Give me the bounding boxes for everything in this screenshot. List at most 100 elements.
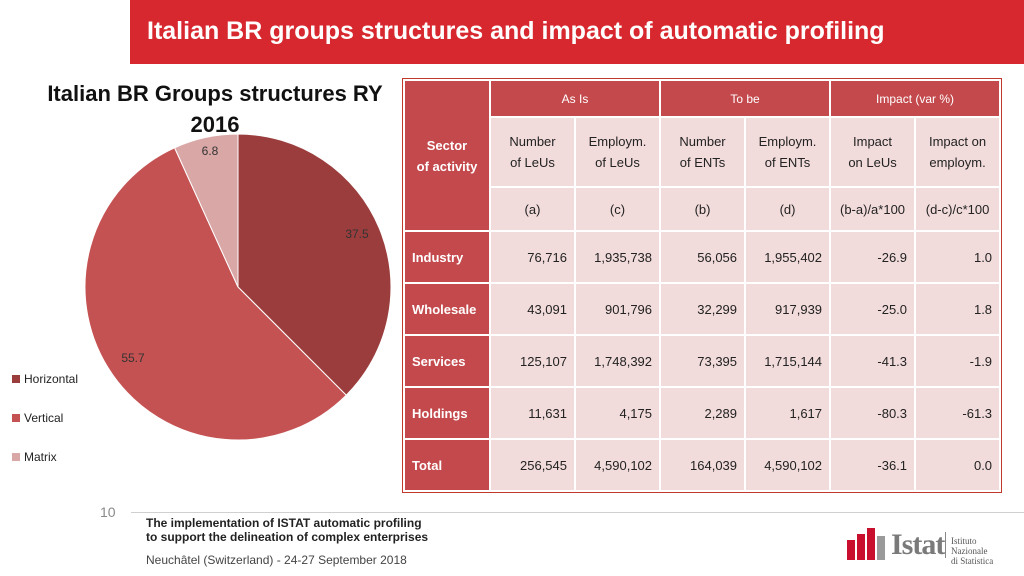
table-cell: 4,175 [573, 386, 662, 440]
pie-label-vertical: 55.7 [121, 351, 145, 365]
footer-event: Neuchâtel (Switzerland) - 24-27 Septembe… [146, 553, 407, 567]
legend-swatch-matrix [12, 453, 20, 461]
table-cell: 1,617 [744, 386, 832, 440]
legend-item-matrix: Matrix [12, 450, 57, 464]
table-cell: 164,039 [659, 438, 747, 492]
table-cell: 56,056 [659, 230, 747, 284]
table-column-header-row: Number of LeUs Employm. of LeUs Number of E… [404, 116, 1002, 188]
column-header: Employm. of LeUs [573, 116, 662, 188]
sector-header-cell: Sector of activity [403, 79, 491, 232]
pie-slice-matrix [173, 133, 239, 288]
footer-title-line-1: The implementation of ISTAT automatic pr… [146, 516, 422, 530]
row-sector-label: Total [403, 438, 491, 492]
table-row-total: Total 256,545 4,590,102 164,039 4,590,10… [403, 438, 1002, 492]
footer-divider [131, 512, 1024, 513]
row-sector-label: Wholesale [403, 282, 491, 336]
table-row: Wholesale 43,091 901,796 32,299 917,939 … [403, 282, 1002, 336]
table-row: Services 125,107 1,748,392 73,395 1,715,… [403, 334, 1002, 388]
column-header-line: Employm. [758, 134, 817, 149]
istat-logo: Istat Istituto Nazionale di Statistica [845, 528, 1015, 566]
column-header-line: Number [679, 134, 726, 149]
table-cell: 73,395 [659, 334, 747, 388]
table-cell: -61.3 [914, 386, 1002, 440]
table-column-code-row: (a) (c) (b) (d) (b-a)/a*100 (d-c)/c*100 [404, 186, 1002, 232]
table-cell: 125,107 [489, 334, 576, 388]
legend-swatch-horizontal [12, 375, 20, 383]
page-number: 10 [100, 504, 116, 520]
table-group-header-row: Sector of activity As Is To be Impact (v… [403, 79, 1002, 232]
pie-label-matrix: 6.8 [202, 144, 219, 158]
logo-subtitle: Istituto Nazionale di Statistica [951, 536, 1015, 566]
title-bar: Italian BR groups structures and impact … [130, 0, 1024, 64]
table-cell: 901,796 [573, 282, 662, 336]
table-cell: 43,091 [489, 282, 576, 336]
table-cell: -80.3 [829, 386, 917, 440]
legend-label-horizontal: Horizontal [24, 372, 79, 386]
page-title: Italian BR groups structures and impact … [147, 17, 885, 45]
legend-swatch-vertical [12, 414, 20, 422]
table-cell: 11,631 [489, 386, 576, 440]
row-sector-label: Holdings [403, 386, 491, 440]
table-cell: 32,299 [659, 282, 747, 336]
group-header-to-be: To be [659, 79, 832, 118]
chart-title-line-2: 2016 [190, 112, 240, 137]
table-cell: 1.0 [914, 230, 1002, 284]
column-header-line: Number [509, 134, 556, 149]
table-cell: 1,955,402 [744, 230, 832, 284]
table-cell: -26.9 [829, 230, 917, 284]
column-header-line: Impact [853, 134, 893, 149]
column-header-line: of LeUs [510, 155, 555, 170]
column-code: (c) [573, 186, 662, 232]
table-cell: -41.3 [829, 334, 917, 388]
istat-bars-icon [847, 528, 885, 560]
row-sector-label: Industry [403, 230, 491, 284]
table-row: Industry 76,716 1,935,738 56,056 1,955,4… [403, 230, 1002, 284]
logo-subtitle-line-2: di Statistica [951, 556, 994, 566]
impact-table: Sector of activity As Is To be Impact (v… [401, 78, 1003, 493]
column-header-line: of ENTs [679, 155, 726, 170]
table-row: Holdings 11,631 4,175 2,289 1,617 -80.3 … [403, 386, 1002, 440]
column-header-line: of LeUs [595, 155, 640, 170]
table-cell: 1,935,738 [573, 230, 662, 284]
column-header-line: of ENTs [764, 155, 811, 170]
footer-title-line-2: to support the delineation of complex en… [146, 530, 429, 544]
table-cell: 2,289 [659, 386, 747, 440]
table-cell: 1,748,392 [573, 334, 662, 388]
table-cell: 4,590,102 [573, 438, 662, 492]
column-code: (a) [489, 186, 576, 232]
table-cell: -36.1 [829, 438, 917, 492]
column-header: Impact on employm. [914, 116, 1002, 188]
pie-slice-vertical [84, 147, 347, 441]
column-header-line: Impact on [928, 134, 987, 149]
legend-label-matrix: Matrix [24, 450, 57, 464]
column-code: (d-c)/c*100 [914, 186, 1002, 232]
column-code: (d) [744, 186, 832, 232]
sector-header-line-1: Sector [426, 137, 468, 153]
chart-title: Italian BR Groups structures RY 2016 [40, 78, 390, 140]
column-header: Impact on LeUs [829, 116, 917, 188]
pie-label-horizontal: 37.5 [345, 227, 369, 241]
legend-item-horizontal: Horizontal [12, 372, 78, 386]
column-header-line: Employm. [588, 134, 647, 149]
table-cell: 4,590,102 [744, 438, 832, 492]
column-header-line: employm. [929, 155, 986, 170]
column-header: Employm. of ENTs [744, 116, 832, 188]
column-code: (b) [659, 186, 747, 232]
column-header: Number of LeUs [489, 116, 576, 188]
table-cell: 0.0 [914, 438, 1002, 492]
group-header-impact: Impact (var %) [829, 79, 1002, 118]
logo-wordmark: Istat [891, 528, 945, 561]
table-cell: -25.0 [829, 282, 917, 336]
column-header-line: on LeUs [848, 155, 897, 170]
column-header: Number of ENTs [659, 116, 747, 188]
table-cell: -1.9 [914, 334, 1002, 388]
sector-header-line-2: of activity [416, 158, 478, 174]
table-cell: 76,716 [489, 230, 576, 284]
table-cell: 1,715,144 [744, 334, 832, 388]
chart-title-line-1: Italian BR Groups structures RY [47, 81, 383, 106]
column-code: (b-a)/a*100 [829, 186, 917, 232]
table-cell: 1.8 [914, 282, 1002, 336]
table-cell: 917,939 [744, 282, 832, 336]
logo-subtitle-line-1: Istituto Nazionale [951, 536, 988, 556]
pie-slice-horizontal [237, 133, 392, 396]
